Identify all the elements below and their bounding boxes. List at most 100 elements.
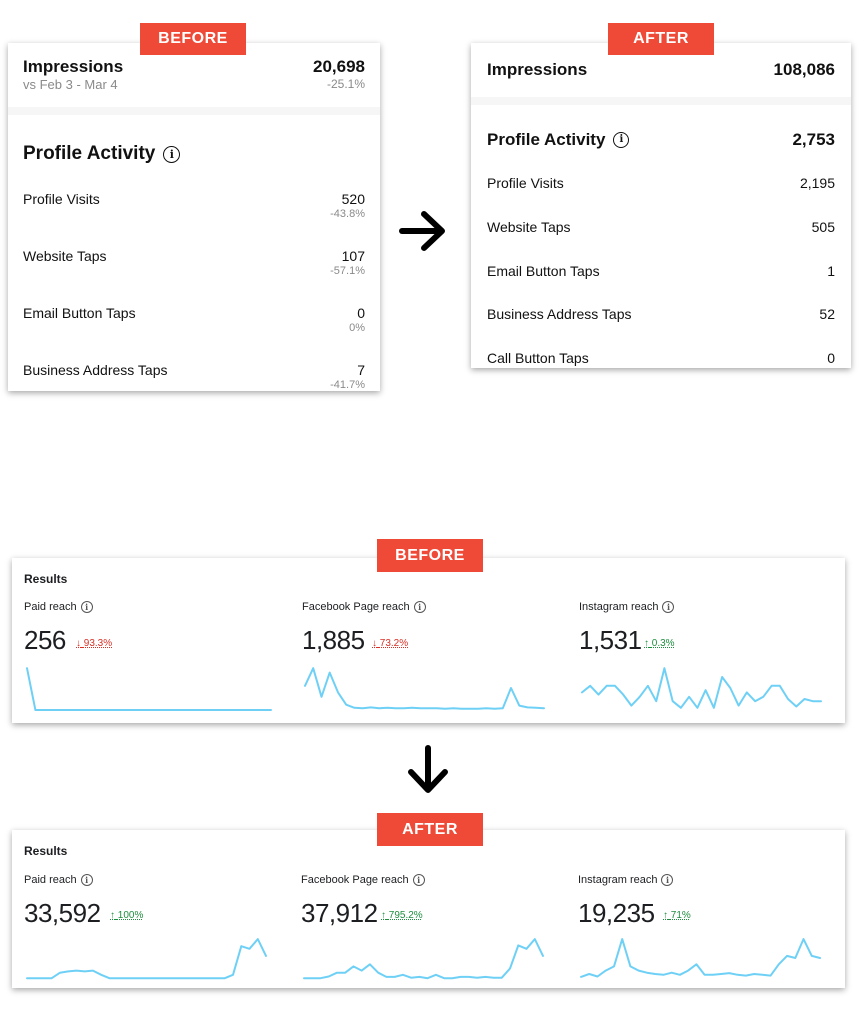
sparkline-series — [580, 938, 821, 978]
row-value: 520 — [341, 191, 365, 207]
row-value: 52 — [819, 306, 835, 322]
metric-label: Instagram reach — [578, 874, 658, 886]
business-address-taps-row[interactable]: Business Address Taps 52 — [487, 306, 835, 326]
metric-delta: ↓ 93.3% — [76, 638, 112, 649]
instagram-insights-after-card: Impressions 108,086 Profile Activity i 2… — [471, 43, 851, 368]
profile-activity-heading: Profile Activity i — [487, 130, 630, 150]
metric-value: 1,885 — [302, 625, 365, 655]
metric-delta-value: 100% — [117, 910, 144, 921]
metric-value: 256 — [24, 625, 66, 655]
facebook-page-reach-sparkline — [304, 667, 545, 710]
row-change: -43.8% — [330, 208, 365, 220]
arrow-up-icon: ↑ — [663, 910, 668, 921]
metric-delta: ↑ 0.3% — [644, 638, 675, 649]
arrow-down-icon: ↓ — [372, 638, 377, 649]
sparkline-series — [303, 938, 544, 980]
section-divider — [8, 107, 380, 115]
info-icon[interactable]: i — [661, 874, 674, 886]
row-label: Email Button Taps — [487, 263, 600, 279]
business-address-taps-row[interactable]: Business Address Taps 7 -41.7% — [23, 362, 365, 391]
metric-delta-value: 0.3% — [651, 638, 675, 649]
call-button-taps-row[interactable]: Call Button Taps 0 — [487, 350, 835, 368]
facebook-page-reach-metric[interactable]: Facebook Page reach i 1,885 ↓ 73.2% — [302, 601, 572, 716]
row-label: Call Button Taps — [487, 350, 589, 366]
row-change: 0% — [349, 322, 365, 334]
metric-label: Instagram reach — [579, 601, 659, 613]
row-value: 7 — [357, 362, 365, 378]
arrow-down-icon: ↓ — [76, 638, 81, 649]
sparkline-series — [581, 667, 822, 709]
sparkline-series — [304, 667, 545, 710]
row-label: Business Address Taps — [487, 306, 632, 322]
website-taps-row[interactable]: Website Taps 107 -57.1% — [23, 248, 365, 288]
row-label: Email Button Taps — [23, 305, 136, 321]
metric-delta: ↓ 73.2% — [372, 638, 408, 649]
paid-reach-sparkline — [26, 938, 267, 980]
paid-reach-metric[interactable]: Paid reach i 33,592 ↑ 100% — [24, 874, 294, 984]
paid-reach-sparkline — [26, 667, 272, 711]
info-icon[interactable]: i — [163, 145, 181, 163]
profile-visits-row[interactable]: Profile Visits 2,195 — [487, 175, 835, 195]
section-divider — [471, 97, 851, 105]
email-button-taps-row[interactable]: Email Button Taps 1 — [487, 263, 835, 283]
metric-label-row: Instagram reach i — [578, 874, 674, 886]
metric-label-row: Facebook Page reach i — [302, 601, 426, 613]
metric-label-row: Paid reach i — [24, 874, 93, 886]
facebook-page-reach-metric[interactable]: Facebook Page reach i 37,912 ↑ 795.2% — [301, 874, 571, 984]
after-tag: AFTER — [377, 813, 483, 846]
metric-value: 33,592 — [24, 898, 101, 928]
before-tag: BEFORE — [140, 23, 246, 55]
instagram-reach-metric[interactable]: Instagram reach i 19,235 ↑ 71% — [578, 874, 848, 984]
info-icon[interactable]: i — [613, 132, 630, 148]
impressions-change: -25.1% — [326, 77, 365, 91]
row-value: 0 — [827, 350, 835, 366]
metric-delta: ↑ 100% — [110, 910, 143, 921]
after-tag: AFTER — [608, 23, 714, 55]
impressions-label: Impressions — [23, 57, 124, 76]
website-taps-row[interactable]: Website Taps 505 — [487, 219, 835, 239]
instagram-reach-sparkline — [580, 938, 821, 978]
instagram-insights-before-card: Impressions vs Feb 3 - Mar 4 20,698 -25.… — [8, 43, 380, 391]
paid-reach-metric[interactable]: Paid reach i 256 ↓ 93.3% — [24, 601, 294, 716]
arrow-up-icon: ↑ — [110, 910, 115, 921]
results-title: Results — [24, 844, 68, 858]
results-title: Results — [24, 572, 68, 586]
profile-activity-value: 2,753 — [792, 130, 835, 149]
row-label: Website Taps — [487, 219, 571, 235]
row-value: 505 — [811, 219, 835, 235]
profile-visits-row[interactable]: Profile Visits 520 -43.8% — [23, 191, 365, 231]
profile-activity-label: Profile Activity — [487, 130, 606, 149]
impressions-value: 108,086 — [773, 60, 835, 79]
row-value: 2,195 — [799, 175, 835, 191]
info-icon[interactable]: i — [662, 601, 675, 613]
metric-delta-value: 73.2% — [379, 638, 409, 649]
metric-value: 1,531 — [579, 625, 642, 655]
metric-label: Paid reach — [24, 874, 77, 886]
arrow-down-icon — [408, 745, 448, 793]
row-change: -57.1% — [330, 265, 365, 277]
arrow-up-icon: ↑ — [644, 638, 649, 649]
facebook-results-before-card: Results Paid reach i 256 ↓ 93.3% Faceboo… — [12, 558, 845, 723]
impressions-label: Impressions — [487, 60, 588, 79]
arrow-right-icon — [399, 211, 445, 251]
metric-label-row: Facebook Page reach i — [301, 874, 425, 886]
metric-delta-value: 71% — [670, 910, 691, 921]
arrow-up-icon: ↑ — [381, 910, 386, 921]
email-button-taps-row[interactable]: Email Button Taps 0 0% — [23, 305, 365, 345]
instagram-reach-metric[interactable]: Instagram reach i 1,531 ↑ 0.3% — [579, 601, 849, 716]
info-icon[interactable]: i — [80, 601, 93, 613]
info-icon[interactable]: i — [80, 874, 93, 886]
profile-activity-heading: Profile Activity i — [23, 143, 181, 165]
metric-label: Facebook Page reach — [302, 601, 410, 613]
metric-delta: ↑ 71% — [663, 910, 691, 921]
sparkline-series — [26, 938, 267, 980]
row-label: Website Taps — [23, 248, 107, 264]
instagram-reach-sparkline — [581, 667, 822, 709]
info-icon[interactable]: i — [413, 601, 426, 613]
sparkline-series — [26, 667, 272, 711]
info-icon[interactable]: i — [412, 874, 425, 886]
metric-label-row: Instagram reach i — [579, 601, 675, 613]
row-value: 107 — [341, 248, 365, 264]
metric-delta-value: 795.2% — [388, 910, 423, 921]
impressions-date-range: vs Feb 3 - Mar 4 — [23, 77, 118, 92]
